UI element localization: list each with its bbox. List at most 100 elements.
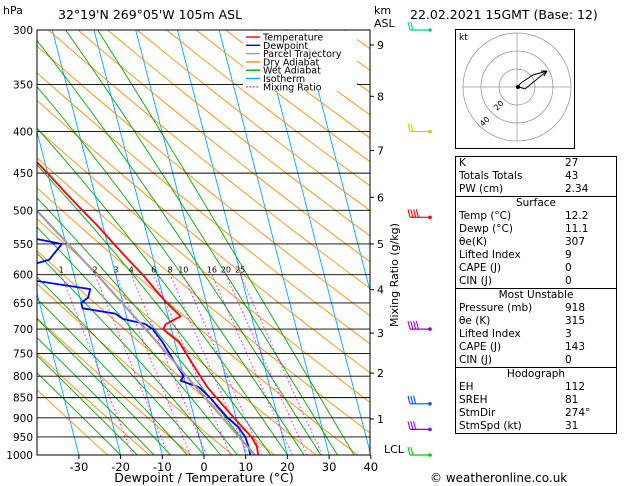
hodograph-frame: [455, 29, 575, 149]
pressure-label: 850: [13, 393, 33, 405]
wind-barb-feather: [407, 446, 411, 456]
most-unstable-title: Most Unstable: [498, 289, 574, 301]
index-value: 112: [565, 381, 586, 393]
profiles: [37, 161, 260, 455]
hodograph-trace: [516, 70, 548, 90]
legend-entry: Mixing Ratio: [263, 82, 322, 93]
mixing-ratio-labels: 1 2 3 4 6 8 10 16 20 25: [59, 266, 246, 275]
index-value: 11.1: [565, 223, 589, 235]
location-title: 32°19'N 269°05'W 105m ASL: [58, 7, 242, 22]
index-value: 0: [565, 275, 572, 287]
height-tick-label: 9: [377, 39, 384, 52]
wind-barb-feather: [415, 209, 419, 218]
dry-adiabat-line: [136, 30, 370, 212]
legend-entry: Wet Adiabat: [263, 66, 321, 77]
series-line-dewpoint: [37, 238, 252, 455]
x-tick-label: 0: [200, 460, 207, 474]
height-tick-label: 8: [377, 90, 384, 103]
index-label: CAPE (J): [459, 341, 502, 353]
index-row-tt: Totals Totals 43: [456, 170, 616, 183]
hpa-label: hPa: [3, 4, 23, 17]
pressure-label: 800: [13, 371, 33, 383]
height-tick-label: 3: [377, 327, 384, 340]
hodo-row: SREH 81: [456, 394, 616, 407]
dry-adiabat-line: [37, 352, 150, 455]
x-tick-label: -20: [111, 460, 130, 474]
x-tick-label: 10: [238, 460, 253, 474]
hodograph-arrow: [541, 70, 548, 77]
index-value: 9: [565, 249, 572, 261]
hodograph-title: Hodograph: [506, 368, 566, 380]
mixing-ratio-label: 8: [168, 266, 173, 275]
height-tick-label: 7: [377, 144, 384, 157]
dry-adiabat-line: [107, 30, 370, 237]
index-value: 274°: [565, 407, 591, 419]
pressure-label: 950: [13, 432, 33, 444]
lcl-label: LCL: [384, 443, 405, 456]
index-label: Dewp (°C): [459, 223, 513, 235]
x-tick-label: -30: [70, 460, 89, 474]
mu-row: Lifted Index 3: [456, 328, 616, 341]
hodograph-unit: kt: [459, 33, 468, 43]
wind-barb-station: [428, 453, 432, 457]
series-line-temperature: [37, 161, 260, 455]
copyright: © weatheronline.co.uk: [430, 471, 567, 485]
mu-row: CAPE (J) 143: [456, 341, 616, 354]
height-tick-label: 6: [377, 191, 384, 204]
wind-barb-feather: [407, 395, 411, 404]
isotherm-line: [51, 30, 163, 455]
index-value: 307: [565, 236, 586, 248]
mixing-ratio-line: [182, 274, 263, 455]
wind-barb-feather: [415, 320, 419, 330]
wind-barb-feather: [410, 446, 414, 456]
pressure-label: 300: [13, 25, 33, 37]
index-label: CIN (J): [459, 275, 492, 287]
indices-panel: K 27 Totals Totals 43 PW (cm) 2.34 Surface …: [455, 156, 617, 434]
series-line-parcel-trajectory: [37, 209, 256, 455]
wet-adiabat-line: [37, 372, 121, 455]
index-value: 27: [565, 157, 579, 169]
pressure-label: 650: [13, 298, 33, 310]
isotherm-line: [260, 30, 370, 454]
index-label: CAPE (J): [459, 262, 502, 274]
mu-row: Pressure (mb) 918: [456, 302, 616, 315]
wind-barb-station: [428, 129, 432, 134]
wet-adiabat-line: [37, 164, 272, 455]
surface-row: CAPE (J) 0: [456, 262, 616, 275]
dry-adiabat-line: [77, 30, 370, 263]
surface-row: CIN (J) 0: [456, 275, 616, 288]
mixing-ratio-label: 20: [221, 266, 231, 275]
temperature-tick-labels: -30 -20 -10 0 10 20 30 40: [70, 455, 378, 474]
pressure-label: 700: [13, 324, 33, 336]
legend-background: [243, 31, 357, 91]
wind-barb-feather: [407, 123, 411, 132]
pressure-label: 400: [13, 127, 33, 139]
pressure-labels: 300 350 400 450 500 550 600 650 700 750 800 850 900 9…: [6, 25, 33, 462]
wet-adiabat-line: [37, 354, 138, 455]
legend-entry: Isotherm: [263, 74, 305, 85]
mixing-ratio-label: 3: [113, 266, 118, 275]
most-unstable-section: Most Unstable Pressure (mb) 918 θe (K) 315…: [456, 288, 616, 367]
legend-entry: Dewpoint: [263, 41, 308, 52]
mixing-ratio-label: 1: [59, 266, 64, 275]
height-tick-label: 2: [377, 367, 384, 380]
surface-row: θe(K) 307: [456, 236, 616, 249]
dry-adiabat-line: [37, 283, 233, 455]
surface-row: Lifted Index 9: [456, 249, 616, 262]
asl-label: ASL: [374, 17, 396, 30]
height-tick-label: 4: [377, 284, 384, 297]
index-label: Temp (°C): [459, 210, 512, 222]
index-value: 81: [565, 394, 579, 406]
pressure-label: 500: [13, 205, 33, 217]
pressure-label: 1000: [6, 450, 33, 462]
storm-motion-marker: [516, 85, 520, 89]
x-axis-title: Dewpoint / Temperature (°C): [114, 470, 293, 485]
mixing-ratio-label: 10: [178, 266, 188, 275]
wind-barb-feather: [413, 320, 417, 330]
index-label: Lifted Index: [459, 328, 521, 340]
most-unstable-table: Pressure (mb) 918 θe (K) 315 Lifted Index 3…: [456, 302, 616, 367]
km-label: km: [374, 4, 391, 17]
wind-barb-feather: [410, 209, 414, 218]
index-label: Lifted Index: [459, 249, 521, 261]
